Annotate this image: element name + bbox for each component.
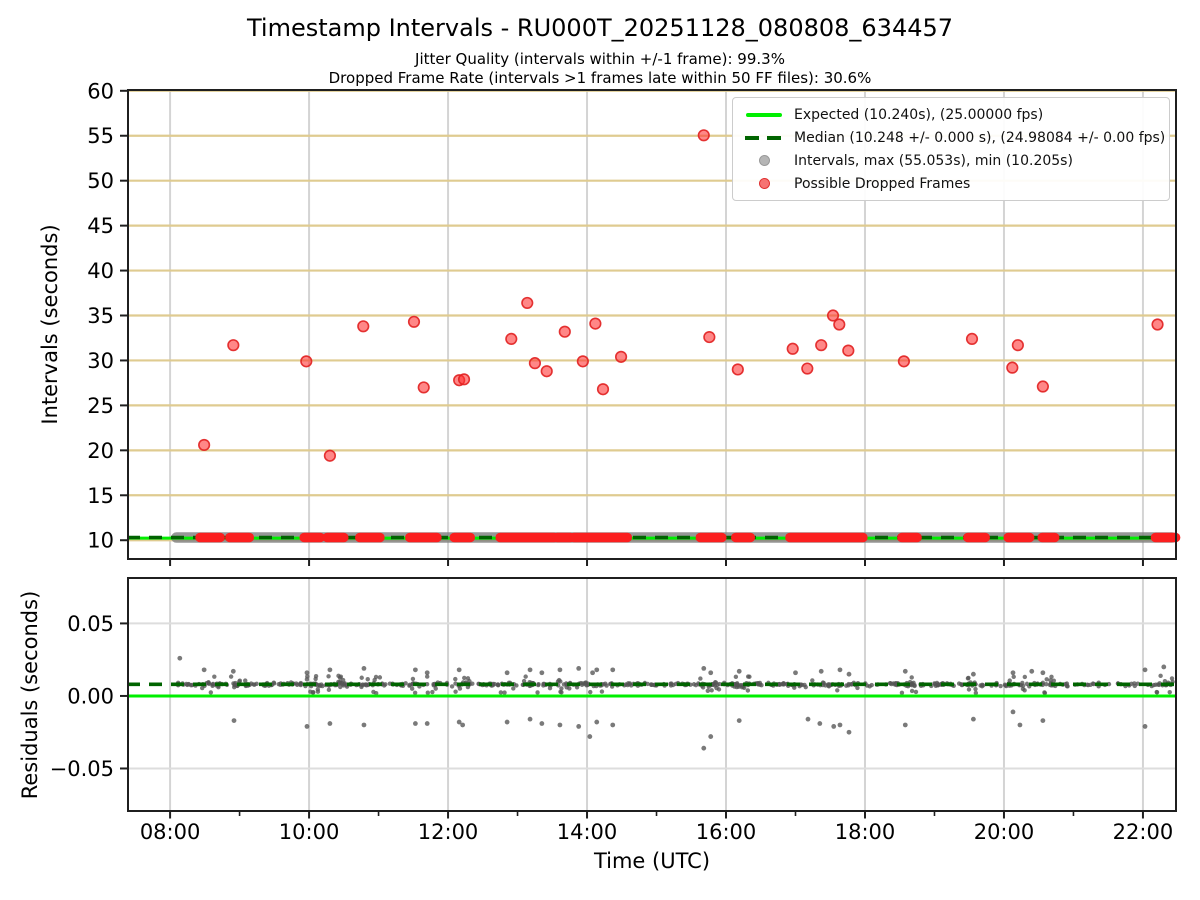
svg-text:15: 15 [87, 484, 114, 508]
legend-item-intervals: Intervals, max (55.053s), min (10.205s) [742, 149, 1161, 172]
dropped-frame-points [198, 129, 1164, 462]
axes-spines [127, 577, 1177, 812]
intervals-dot-sample [742, 155, 786, 166]
svg-text:08:00: 08:00 [140, 820, 201, 844]
y-axis-label: Residuals (seconds) [18, 591, 42, 800]
y-tick-labels: 0.05 0.00 −0.05 [50, 612, 114, 781]
svg-text:18:00: 18:00 [835, 820, 896, 844]
svg-text:40: 40 [87, 259, 114, 283]
svg-text:−0.05: −0.05 [50, 757, 114, 781]
expected-line-sample [742, 112, 786, 117]
median-dash-sample [742, 135, 786, 141]
svg-text:0.00: 0.00 [67, 684, 114, 708]
svg-text:25: 25 [87, 394, 114, 418]
svg-text:12:00: 12:00 [418, 820, 479, 844]
chart-subtitle-dropped: Dropped Frame Rate (intervals >1 frames … [328, 69, 872, 87]
svg-text:10:00: 10:00 [279, 820, 340, 844]
svg-text:Intervals (seconds): Intervals (seconds) [38, 224, 62, 424]
legend-item-dropped: Possible Dropped Frames [742, 172, 1161, 195]
chart-subtitle-jitter: Jitter Quality (intervals within +/-1 fr… [415, 50, 785, 68]
svg-text:0.05: 0.05 [67, 612, 114, 636]
axes-spines [127, 89, 1177, 560]
svg-text:20:00: 20:00 [974, 820, 1035, 844]
svg-text:50: 50 [87, 169, 114, 193]
residuals-plot: 0.05 0.00 −0.05 08:00 10:00 12:00 14:00 16:00 18… [18, 577, 1177, 873]
x-tick-labels: 08:00 10:00 12:00 14:00 16:00 18:00 20:00 22:00 [140, 820, 1173, 844]
svg-text:16:00: 16:00 [696, 820, 757, 844]
svg-text:30: 30 [87, 349, 114, 373]
chart-title: Timestamp Intervals - RU000T_20251128_08… [246, 14, 954, 42]
svg-text:55: 55 [87, 124, 114, 148]
legend-item-median: Median (10.248 +/- 0.000 s), (24.98084 +… [742, 126, 1165, 149]
svg-text:45: 45 [87, 214, 114, 238]
x-axis-label: Time (UTC) [593, 849, 710, 873]
svg-text:20: 20 [87, 439, 114, 463]
residual-lower-outliers [231, 709, 1148, 751]
axis-ticks [120, 89, 1144, 566]
svg-text:14:00: 14:00 [557, 820, 618, 844]
dropped-dot-sample [742, 178, 786, 189]
svg-text:35: 35 [87, 304, 114, 328]
y-axis-label: Intervals (seconds) [38, 224, 62, 424]
svg-text:Residuals (seconds): Residuals (seconds) [18, 591, 42, 800]
svg-text:Time (UTC): Time (UTC) [593, 849, 710, 873]
legend: Expected (10.240s), (25.00000 fps) Media… [732, 97, 1170, 201]
legend-item-expected: Expected (10.240s), (25.00000 fps) [742, 103, 1161, 126]
svg-text:22:00: 22:00 [1113, 820, 1174, 844]
svg-text:10: 10 [87, 529, 114, 553]
y-tick-labels: 10 15 20 25 30 35 40 45 50 55 60 [87, 79, 114, 552]
residual-upper-outliers [177, 655, 1167, 677]
axis-ticks [120, 622, 1144, 819]
svg-text:60: 60 [87, 79, 114, 103]
